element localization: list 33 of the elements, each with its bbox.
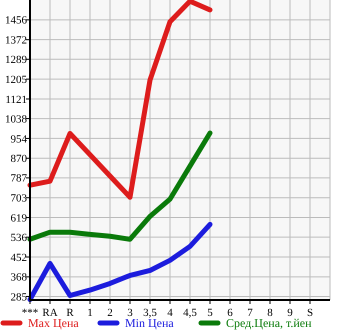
x-tick-label: 6 [227,307,234,319]
x-tick-label: 8 [267,307,274,319]
x-tick-label: S [306,307,314,319]
legend-label: Сред.Цена, т.йен [226,316,312,330]
x-tick-label: 3 [127,307,134,319]
y-tick-label: 452 [10,252,27,264]
x-tick-label: R [66,307,74,319]
legend-label: Max Цена [28,316,80,330]
x-tick-label: 1 [87,307,93,319]
x-tick-label: 9 [287,307,294,319]
y-tick-label: 703 [10,192,28,205]
y-tick-label: 368 [10,272,28,284]
y-tick-label: 619 [10,212,28,224]
x-tick-label: 3,5 [143,307,158,319]
y-tick-label: 1289 [5,54,28,66]
y-tick-label: 1121 [5,94,27,106]
x-tick-label: 4 [167,307,174,319]
y-tick-label: 870 [10,153,28,166]
y-tick-label: 787 [10,172,28,185]
y-tick-label: 1038 [5,113,28,126]
x-tick-label: 2 [107,307,113,319]
y-tick-label: 285 [10,291,28,304]
y-tick-label: 1205 [5,74,28,86]
x-tick-label: 5 [207,307,214,319]
x-tick-label: *** [22,307,38,319]
x-tick-label: 4,5 [183,307,198,319]
legend-label: Min Цена [125,316,174,330]
x-tick-label: 7 [247,307,254,319]
x-tick-label: RA [42,307,58,319]
y-tick-label: 954 [10,133,28,146]
y-tick-label: 1372 [5,34,27,47]
y-tick-label: 536 [10,232,28,244]
y-tick-label: 1456 [5,14,28,27]
